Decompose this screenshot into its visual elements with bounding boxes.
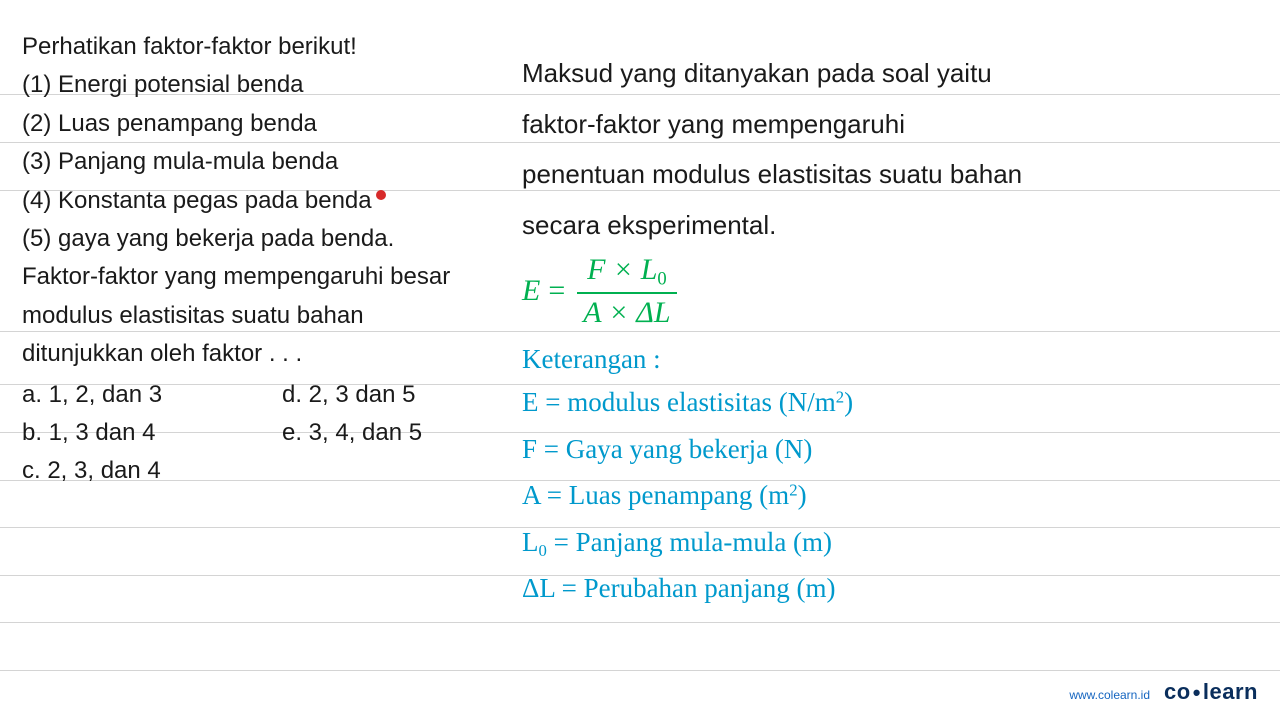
intro-line: Maksud yang ditanyakan pada soal yaitu xyxy=(522,48,1230,99)
equals-sign: = xyxy=(548,274,565,308)
formula-fraction: F × L0 A × ΔL xyxy=(577,253,676,330)
factor-item: (2) Luas penampang benda xyxy=(22,105,500,143)
formula-elasticity: E = F × L0 A × ΔL xyxy=(522,253,1230,330)
option-b: b. 1, 3 dan 4 xyxy=(22,414,282,452)
option-c: c. 2, 3, dan 4 xyxy=(22,452,282,490)
question-title: Perhatikan faktor-faktor berikut! xyxy=(22,28,500,66)
intro-line: secara eksperimental. xyxy=(522,200,1230,251)
footer: www.colearn.id co•learn xyxy=(1069,679,1258,706)
option-e: e. 3, 4, dan 5 xyxy=(282,414,422,452)
question-text: ditunjukkan oleh faktor . . . xyxy=(22,335,500,373)
factor-item: (5) gaya yang bekerja pada benda. xyxy=(22,220,500,258)
question-text: modulus elastisitas suatu bahan xyxy=(22,297,500,335)
option-a: a. 1, 2, dan 3 xyxy=(22,376,282,414)
solution-column: Maksud yang ditanyakan pada soal yaitu f… xyxy=(500,0,1260,612)
factor-item: (4) Konstanta pegas pada benda xyxy=(22,182,500,220)
options-row: a. 1, 2, dan 3 b. 1, 3 dan 4 c. 2, 3, da… xyxy=(22,376,500,491)
keterangan-A: A = Luas penampang (m2) xyxy=(522,472,1230,518)
keterangan-title: Keterangan : xyxy=(522,344,1230,375)
pointer-dot-icon xyxy=(376,190,386,200)
keterangan-dL: ΔL = Perubahan panjang (m) xyxy=(522,565,1230,611)
keterangan-F: F = Gaya yang bekerja (N) xyxy=(522,426,1230,472)
intro-line: penentuan modulus elastisitas suatu baha… xyxy=(522,149,1230,200)
option-d: d. 2, 3 dan 5 xyxy=(282,376,422,414)
question-text: Faktor-faktor yang mempengaruhi besar xyxy=(22,258,500,296)
keterangan-L0: L0 = Panjang mula-mula (m) xyxy=(522,519,1230,566)
footer-url: www.colearn.id xyxy=(1069,688,1150,702)
intro-line: faktor-faktor yang mempengaruhi xyxy=(522,99,1230,150)
formula-denominator: A × ΔL xyxy=(577,292,676,331)
colearn-logo: co•learn xyxy=(1164,679,1258,706)
page: Perhatikan faktor-faktor berikut! (1) En… xyxy=(0,0,1280,720)
factor-item: (3) Panjang mula-mula benda xyxy=(22,143,500,181)
solution-intro: Maksud yang ditanyakan pada soal yaitu f… xyxy=(522,48,1230,251)
formula-lhs: E xyxy=(522,274,540,308)
factor-item: (1) Energi potensial benda xyxy=(22,66,500,104)
formula-numerator: F × L0 xyxy=(581,253,673,292)
question-column: Perhatikan faktor-faktor berikut! (1) En… xyxy=(0,0,500,612)
keterangan-E: E = modulus elastisitas (N/m2) xyxy=(522,379,1230,425)
